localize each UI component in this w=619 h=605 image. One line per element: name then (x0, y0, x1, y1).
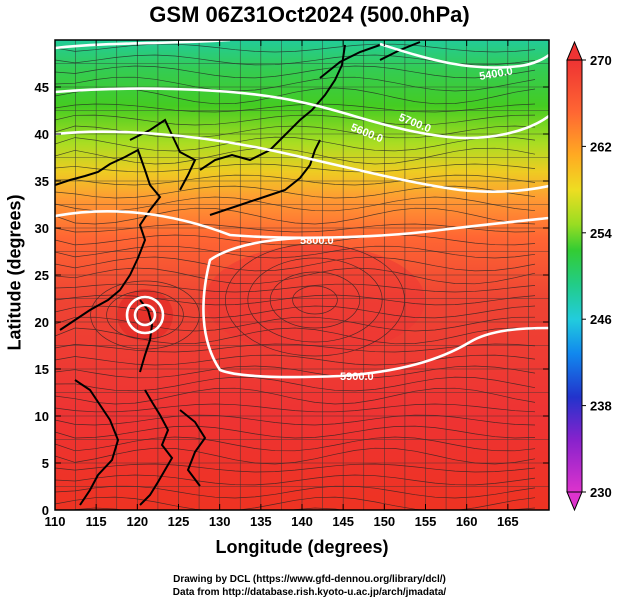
y-tick-label: 35 (35, 174, 49, 189)
streamline (247, 257, 383, 343)
streamline (55, 316, 536, 332)
streamline (292, 285, 338, 315)
y-tick-label: 5 (42, 456, 49, 471)
colorbar-bottom-arrow (566, 491, 583, 512)
streamline (55, 354, 536, 366)
x-tick-label: 165 (497, 514, 519, 529)
streamline (225, 243, 405, 357)
streamline (55, 414, 536, 426)
streamline (55, 196, 536, 212)
lat-lon-grid (55, 40, 549, 510)
y-tick-label: 30 (35, 221, 49, 236)
x-tick-label: 130 (209, 514, 231, 529)
streamline (55, 343, 536, 353)
y-tick-label: 15 (35, 362, 49, 377)
streamline (55, 403, 536, 413)
colorbar-tick-label: 238 (590, 399, 612, 414)
chart-title: GSM 06Z31Oct2024 (500.0hPa) (149, 2, 470, 27)
streamline (106, 290, 184, 340)
streamline (55, 174, 536, 186)
colorbar-ticks: 270 262 254 246 238 230 (582, 53, 612, 500)
streamline (55, 387, 536, 405)
streamline (55, 496, 536, 510)
colorbar: 270 262 254 246 238 230 (566, 40, 612, 512)
streamline (55, 147, 536, 165)
colorbar-tick-label: 230 (590, 485, 612, 500)
y-tick-label: 0 (42, 503, 49, 518)
streamline (55, 327, 536, 345)
streamline (55, 207, 536, 225)
streamline (55, 185, 536, 199)
credit-line-1: Drawing by DCL (https://www.gfd-dennou.o… (173, 574, 446, 585)
x-tick-label: 145 (332, 514, 354, 529)
coastlines (55, 41, 421, 506)
streamline (55, 267, 536, 285)
streamline (55, 136, 536, 152)
streamline (55, 103, 536, 113)
streamline (55, 365, 536, 379)
streamline (55, 283, 536, 293)
streamline (55, 447, 536, 465)
contour-label: 5900.0 (340, 371, 374, 383)
x-tick-label: 110 (45, 514, 66, 529)
streamline (55, 65, 536, 79)
streamline (55, 294, 536, 306)
y-axis-label: Latitude (degrees) (4, 194, 25, 351)
credit-line-2: Data from http://database.rish.kyoto-u.a… (172, 587, 447, 598)
subtropical-high-shading (205, 245, 425, 355)
x-tick-label: 125 (168, 514, 190, 529)
x-tick-label: 140 (291, 514, 313, 529)
streamline (55, 425, 536, 439)
x-tick-label: 135 (250, 514, 272, 529)
x-tick-label: 115 (86, 514, 107, 529)
streamline (269, 271, 361, 329)
height-contours (55, 40, 549, 379)
streamline (55, 305, 536, 319)
colorbar-scale (566, 59, 583, 493)
colorbar-tick-label: 254 (590, 226, 612, 241)
streamline (55, 436, 536, 452)
x-tick-label: 155 (415, 514, 437, 529)
y-tick-label: 25 (35, 268, 49, 283)
streamline (55, 234, 536, 246)
y-axis-ticks: 0 5 10 15 20 25 30 35 40 45 (35, 80, 549, 518)
contour-label: 5800.0 (300, 235, 334, 247)
colorbar-tick-label: 262 (590, 139, 612, 154)
y-tick-label: 20 (35, 315, 49, 330)
x-tick-label: 160 (456, 514, 478, 529)
colorbar-tick-label: 270 (590, 53, 612, 68)
streamline (55, 474, 536, 486)
y-tick-label: 45 (35, 80, 49, 95)
streamline (55, 43, 536, 53)
colorbar-tick-label: 246 (590, 312, 612, 327)
colorbar-top-arrow (566, 40, 583, 61)
x-axis-ticks: 110 115 120 125 130 135 140 145 150 155 160 165 (45, 40, 519, 529)
streamline (55, 245, 536, 259)
streamline (90, 280, 200, 350)
y-tick-label: 10 (35, 409, 49, 424)
streamline (55, 114, 536, 126)
x-tick-label: 120 (126, 514, 148, 529)
plot-area: 5400.0 5600.0 5700.0 5800.0 5900.0 (55, 40, 549, 510)
streamline (55, 463, 536, 473)
streamline (55, 376, 536, 392)
streamline (55, 76, 536, 92)
y-tick-label: 40 (35, 127, 49, 142)
streamline (55, 256, 536, 272)
x-tick-label: 150 (373, 514, 395, 529)
x-axis-label: Longitude (degrees) (215, 537, 389, 557)
streamline (55, 163, 536, 173)
contour-label: 5400.0 (478, 65, 513, 83)
